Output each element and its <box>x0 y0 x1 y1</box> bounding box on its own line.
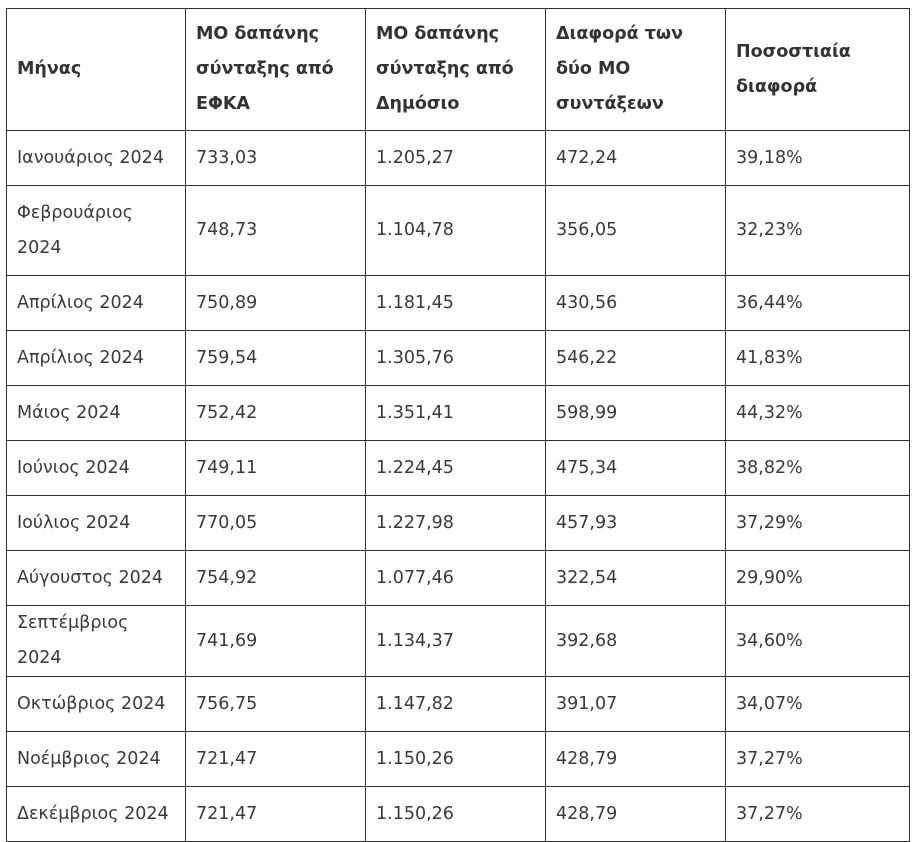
cell-month: Οκτώβριος 2024 <box>6 676 186 732</box>
cell-public-average: 1.181,45 <box>365 275 546 331</box>
cell-month: Ιούλιος 2024 <box>6 495 186 551</box>
cell-efka-average: 733,03 <box>185 130 366 186</box>
cell-difference: 356,05 <box>545 185 726 276</box>
cell-month: Απρίλιος 2024 <box>6 275 186 331</box>
cell-efka-average: 741,69 <box>185 605 366 677</box>
table-row: Ιούνιος 2024 749,11 1.224,45 475,34 38,8… <box>6 440 910 496</box>
cell-public-average: 1.305,76 <box>365 330 546 386</box>
cell-difference: 475,34 <box>545 440 726 496</box>
cell-public-average: 1.150,26 <box>365 786 546 842</box>
cell-difference: 546,22 <box>545 330 726 386</box>
cell-percent-difference: 34,07% <box>725 676 910 732</box>
cell-difference: 472,24 <box>545 130 726 186</box>
cell-efka-average: 721,47 <box>185 731 366 787</box>
table-row: Απρίλιος 2024 759,54 1.305,76 546,22 41,… <box>6 330 910 386</box>
table-row: Μάιος 2024 752,42 1.351,41 598,99 44,32% <box>6 385 910 441</box>
table-row: Νοέμβριος 2024 721,47 1.150,26 428,79 37… <box>6 731 910 787</box>
cell-difference: 430,56 <box>545 275 726 331</box>
cell-efka-average: 750,89 <box>185 275 366 331</box>
cell-percent-difference: 38,82% <box>725 440 910 496</box>
cell-month: Μάιος 2024 <box>6 385 186 441</box>
cell-month: Απρίλιος 2024 <box>6 330 186 386</box>
cell-percent-difference: 41,83% <box>725 330 910 386</box>
cell-month: Αύγουστος 2024 <box>6 550 186 606</box>
cell-month: Φεβρουάριος 2024 <box>6 185 186 276</box>
cell-public-average: 1.104,78 <box>365 185 546 276</box>
pension-comparison-table: Μήνας ΜΟ δαπάνης σύνταξης από ΕΦΚΑ ΜΟ δα… <box>6 8 910 842</box>
header-efka-average: ΜΟ δαπάνης σύνταξης από ΕΦΚΑ <box>185 8 366 131</box>
cell-month: Ιούνιος 2024 <box>6 440 186 496</box>
cell-efka-average: 770,05 <box>185 495 366 551</box>
table-row: Οκτώβριος 2024 756,75 1.147,82 391,07 34… <box>6 676 910 732</box>
header-public-average: ΜΟ δαπάνης σύνταξης από Δημόσιο <box>365 8 546 131</box>
cell-difference: 598,99 <box>545 385 726 441</box>
cell-efka-average: 756,75 <box>185 676 366 732</box>
cell-percent-difference: 37,29% <box>725 495 910 551</box>
cell-month: Δεκέμβριος 2024 <box>6 786 186 842</box>
cell-percent-difference: 39,18% <box>725 130 910 186</box>
cell-month: Σεπτέμβριος 2024 <box>6 605 186 677</box>
table-row: Ιανουάριος 2024 733,03 1.205,27 472,24 3… <box>6 130 910 186</box>
cell-percent-difference: 29,90% <box>725 550 910 606</box>
cell-public-average: 1.224,45 <box>365 440 546 496</box>
header-month: Μήνας <box>6 8 186 131</box>
cell-percent-difference: 37,27% <box>725 731 910 787</box>
cell-public-average: 1.150,26 <box>365 731 546 787</box>
cell-efka-average: 721,47 <box>185 786 366 842</box>
cell-difference: 392,68 <box>545 605 726 677</box>
table-header-row: Μήνας ΜΟ δαπάνης σύνταξης από ΕΦΚΑ ΜΟ δα… <box>6 8 910 131</box>
cell-difference: 428,79 <box>545 731 726 787</box>
pension-table-container: Μήνας ΜΟ δαπάνης σύνταξης από ΕΦΚΑ ΜΟ δα… <box>6 8 910 842</box>
cell-public-average: 1.205,27 <box>365 130 546 186</box>
cell-public-average: 1.147,82 <box>365 676 546 732</box>
table-row: Ιούλιος 2024 770,05 1.227,98 457,93 37,2… <box>6 495 910 551</box>
header-difference: Διαφορά των δύο ΜΟ συντάξεων <box>545 8 726 131</box>
cell-difference: 428,79 <box>545 786 726 842</box>
cell-difference: 322,54 <box>545 550 726 606</box>
cell-public-average: 1.134,37 <box>365 605 546 677</box>
cell-public-average: 1.077,46 <box>365 550 546 606</box>
cell-efka-average: 752,42 <box>185 385 366 441</box>
cell-efka-average: 759,54 <box>185 330 366 386</box>
cell-efka-average: 749,11 <box>185 440 366 496</box>
cell-public-average: 1.227,98 <box>365 495 546 551</box>
header-percent-difference: Ποσοστιαία διαφορά <box>725 8 910 131</box>
cell-difference: 391,07 <box>545 676 726 732</box>
cell-percent-difference: 34,60% <box>725 605 910 677</box>
cell-percent-difference: 32,23% <box>725 185 910 276</box>
cell-percent-difference: 37,27% <box>725 786 910 842</box>
table-row: Αύγουστος 2024 754,92 1.077,46 322,54 29… <box>6 550 910 606</box>
table-row: Φεβρουάριος 2024 748,73 1.104,78 356,05 … <box>6 185 910 276</box>
cell-efka-average: 748,73 <box>185 185 366 276</box>
table-row: Δεκέμβριος 2024 721,47 1.150,26 428,79 3… <box>6 786 910 842</box>
cell-percent-difference: 36,44% <box>725 275 910 331</box>
cell-difference: 457,93 <box>545 495 726 551</box>
cell-efka-average: 754,92 <box>185 550 366 606</box>
cell-month: Νοέμβριος 2024 <box>6 731 186 787</box>
cell-public-average: 1.351,41 <box>365 385 546 441</box>
table-row: Σεπτέμβριος 2024 741,69 1.134,37 392,68 … <box>6 605 910 677</box>
table-row: Απρίλιος 2024 750,89 1.181,45 430,56 36,… <box>6 275 910 331</box>
cell-month: Ιανουάριος 2024 <box>6 130 186 186</box>
cell-percent-difference: 44,32% <box>725 385 910 441</box>
